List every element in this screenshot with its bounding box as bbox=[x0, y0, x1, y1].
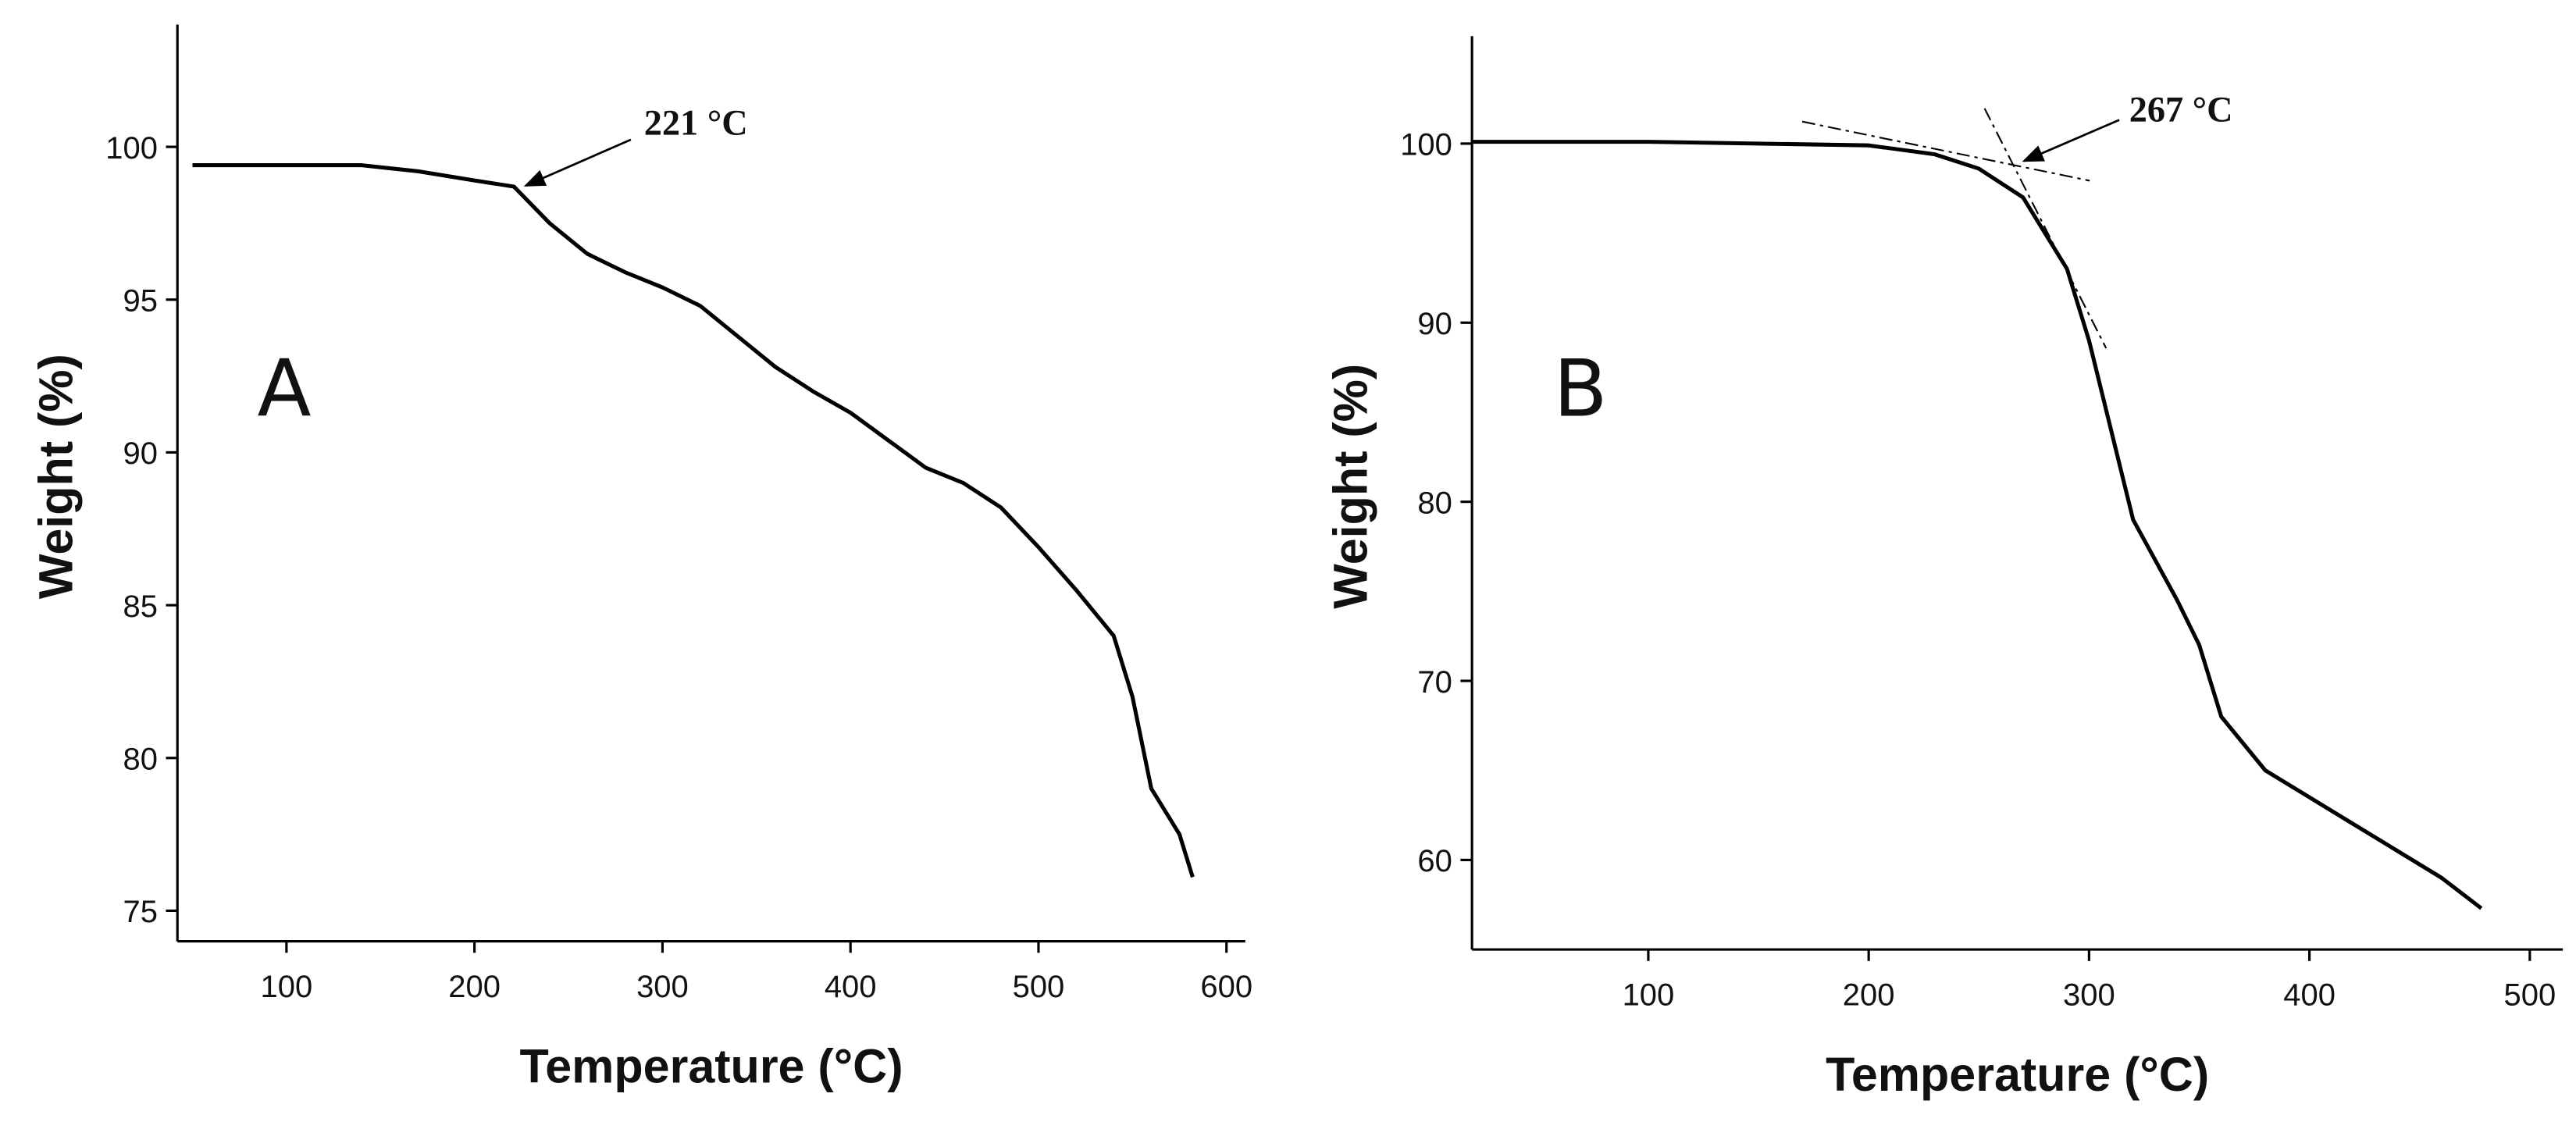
x-tick-label: 500 bbox=[2503, 978, 2556, 1013]
tangent-line bbox=[1801, 120, 2090, 182]
x-axis-label: Temperature (°C) bbox=[520, 1040, 903, 1093]
y-tick-label: 80 bbox=[1417, 486, 1452, 520]
annotation-arrow bbox=[523, 138, 632, 187]
annotation-arrow bbox=[2022, 119, 2120, 162]
data-line bbox=[192, 163, 1195, 878]
y-tick-label: 70 bbox=[1417, 665, 1452, 700]
x-tick-label: 300 bbox=[2063, 978, 2115, 1013]
panel-label: A bbox=[257, 342, 311, 434]
panel-label: B bbox=[1553, 342, 1607, 434]
y-tick-label: 90 bbox=[123, 436, 158, 471]
x-tick-label: 100 bbox=[1623, 978, 1675, 1013]
y-tick-label: 95 bbox=[123, 283, 158, 318]
x-tick-label: 300 bbox=[636, 970, 689, 1004]
x-tick-label: 400 bbox=[825, 970, 877, 1004]
y-tick-label: 100 bbox=[1400, 128, 1452, 162]
x-tick-label: 600 bbox=[1200, 970, 1252, 1004]
data-line bbox=[1472, 140, 2483, 910]
y-tick-label: 80 bbox=[123, 742, 158, 776]
y-tick-label: 85 bbox=[123, 589, 158, 624]
x-tick-label: 200 bbox=[1843, 978, 1895, 1013]
y-axis-label: Weight (%) bbox=[30, 354, 83, 599]
tangent-line bbox=[1983, 108, 2107, 349]
x-tick-label: 100 bbox=[261, 970, 313, 1004]
y-tick-label: 100 bbox=[105, 131, 158, 166]
y-tick-label: 75 bbox=[123, 895, 158, 929]
x-axis-label: Temperature (°C) bbox=[1826, 1048, 2209, 1101]
y-tick-label: 90 bbox=[1417, 307, 1452, 341]
x-tick-label: 200 bbox=[448, 970, 501, 1004]
y-tick-label: 60 bbox=[1417, 844, 1452, 878]
y-axis-label: Weight (%) bbox=[1324, 364, 1377, 609]
annotation: 221 °C bbox=[644, 104, 748, 144]
x-tick-label: 500 bbox=[1013, 970, 1065, 1004]
x-tick-label: 400 bbox=[2283, 978, 2336, 1013]
annotation: 267 °C bbox=[2129, 91, 2233, 130]
